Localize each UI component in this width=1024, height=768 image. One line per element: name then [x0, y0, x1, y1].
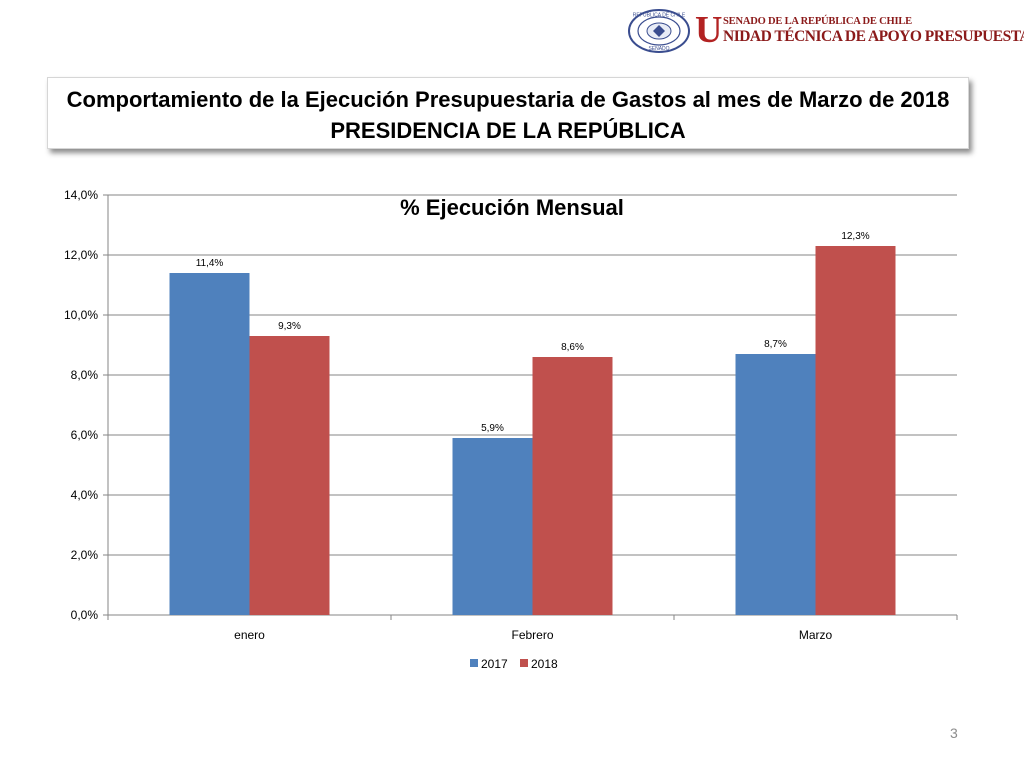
legend-label: 2018 [531, 657, 558, 671]
legend-swatch [470, 659, 478, 667]
bar-2017-Marzo [735, 354, 816, 615]
seal-bottom-text: SENADO [648, 46, 669, 52]
slide-title-box: Comportamiento de la Ejecución Presupues… [47, 77, 969, 149]
data-label: 5,9% [481, 423, 504, 434]
brand-senate-line: SENADO DE LA REPÚBLICA DE CHILE [723, 16, 912, 27]
data-label: 9,3% [278, 321, 301, 332]
legend-label: 2017 [481, 657, 508, 671]
bar-2018-Febrero [532, 357, 613, 615]
bar-2017-Febrero [452, 438, 533, 615]
x-tick-label: Febrero [511, 628, 553, 642]
bar-2018-Marzo [815, 246, 896, 615]
senate-seal-icon: REPÚBLICA DE CHILE SENADO [628, 9, 690, 53]
y-tick-label: 14,0% [64, 188, 98, 202]
slide-subtitle: PRESIDENCIA DE LA REPÚBLICA [330, 118, 686, 143]
data-label: 8,7% [764, 339, 787, 350]
bar-2018-enero [249, 336, 330, 615]
y-tick-label: 8,0% [71, 368, 99, 382]
y-tick-label: 0,0% [71, 608, 99, 622]
page-number: 3 [950, 725, 958, 741]
data-label: 11,4% [196, 258, 224, 269]
x-tick-label: Marzo [799, 628, 833, 642]
data-label: 12,3% [841, 231, 869, 242]
legend-swatch [520, 659, 528, 667]
header-logo: REPÚBLICA DE CHILE SENADO U SENADO DE LA… [627, 8, 1024, 54]
brand-initial: U [695, 9, 723, 51]
y-tick-label: 4,0% [71, 488, 99, 502]
y-tick-label: 2,0% [71, 548, 99, 562]
y-tick-label: 12,0% [64, 248, 98, 262]
chart-title: % Ejecución Mensual [400, 195, 624, 220]
slide-title: Comportamiento de la Ejecución Presupues… [66, 87, 950, 112]
y-tick-label: 6,0% [71, 428, 99, 442]
brand-unit-line: NIDAD TÉCNICA DE APOYO PRESUPUESTARIO [723, 28, 1024, 45]
x-tick-label: enero [234, 628, 265, 642]
data-label: 8,6% [561, 342, 584, 353]
y-tick-label: 10,0% [64, 308, 98, 322]
bar-2017-enero [169, 273, 250, 615]
seal-top-text: REPÚBLICA DE CHILE [633, 12, 686, 19]
